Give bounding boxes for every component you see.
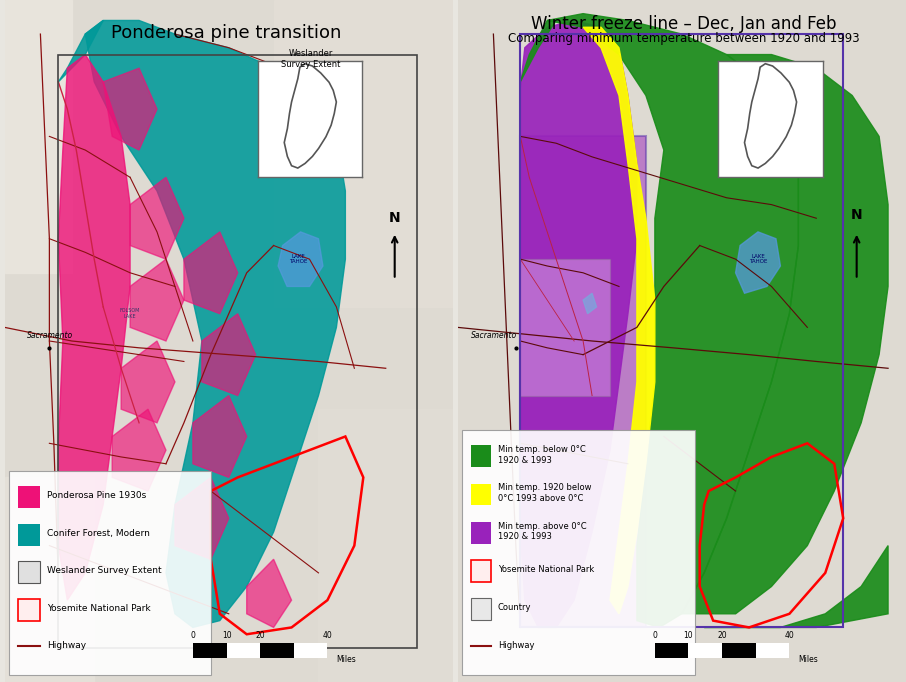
Bar: [471, 445, 491, 467]
Text: Weslander Survey Extent: Weslander Survey Extent: [47, 566, 162, 576]
Text: Yosemite National Park: Yosemite National Park: [47, 604, 150, 613]
Bar: [689, 643, 722, 658]
Polygon shape: [520, 20, 556, 82]
Text: 20: 20: [718, 631, 727, 640]
Text: N: N: [389, 211, 400, 225]
Bar: [18, 599, 41, 621]
Bar: [471, 560, 491, 582]
Polygon shape: [112, 409, 166, 491]
Polygon shape: [5, 0, 453, 682]
Text: FOLSOM
LAKE: FOLSOM LAKE: [120, 308, 140, 319]
Polygon shape: [130, 177, 184, 259]
Bar: [471, 484, 491, 505]
Text: Miles: Miles: [798, 655, 818, 664]
Polygon shape: [121, 341, 175, 423]
Text: Sacramento: Sacramento: [471, 331, 517, 340]
Polygon shape: [85, 20, 345, 627]
Bar: [462, 430, 695, 675]
Text: Min temp. above 0°C
1920 & 1993: Min temp. above 0°C 1920 & 1993: [498, 522, 586, 541]
Text: Sacramento: Sacramento: [27, 331, 73, 340]
Bar: [58, 55, 417, 648]
Text: Miles: Miles: [336, 655, 356, 664]
Text: Ponderosa Pine 1930s: Ponderosa Pine 1930s: [47, 491, 147, 501]
Polygon shape: [547, 14, 798, 627]
Polygon shape: [246, 559, 292, 627]
Bar: [655, 643, 789, 658]
Text: Conifer Forest, Modern: Conifer Forest, Modern: [47, 529, 150, 538]
Bar: [5, 477, 94, 682]
Text: Min temp. 1920 below
0°C 1993 above 0°C: Min temp. 1920 below 0°C 1993 above 0°C: [498, 484, 592, 503]
Text: Comparing minimum temperature between 1920 and 1993: Comparing minimum temperature between 19…: [508, 32, 860, 45]
Text: Highway: Highway: [47, 641, 86, 651]
Polygon shape: [704, 546, 888, 627]
Text: Weslander
Survey Extent: Weslander Survey Extent: [281, 49, 341, 68]
Bar: [226, 643, 260, 658]
Polygon shape: [130, 259, 184, 341]
Text: Highway: Highway: [498, 641, 535, 651]
Polygon shape: [202, 314, 255, 396]
Bar: [520, 136, 646, 627]
Polygon shape: [284, 63, 336, 168]
Text: 0: 0: [190, 631, 196, 640]
Polygon shape: [458, 0, 906, 682]
Bar: [193, 643, 327, 658]
Bar: [471, 522, 491, 544]
Bar: [471, 598, 491, 620]
Polygon shape: [745, 63, 796, 168]
Bar: [9, 471, 211, 675]
Text: 0: 0: [652, 631, 657, 640]
Polygon shape: [583, 27, 655, 614]
Text: LAKE
TAHOE: LAKE TAHOE: [289, 254, 307, 265]
Bar: [756, 643, 789, 658]
Polygon shape: [58, 20, 103, 82]
Text: Yosemite National Park: Yosemite National Park: [498, 565, 594, 574]
Text: 40: 40: [785, 631, 795, 640]
Polygon shape: [278, 232, 323, 286]
Text: N: N: [851, 207, 863, 222]
Text: Winter freeze line – Dec, Jan and Feb: Winter freeze line – Dec, Jan and Feb: [531, 15, 837, 33]
Bar: [319, 409, 453, 682]
Text: 40: 40: [323, 631, 333, 640]
Text: LAKE
TAHOE: LAKE TAHOE: [749, 254, 767, 265]
Bar: [5, 0, 72, 273]
Polygon shape: [520, 20, 637, 627]
Text: Country: Country: [498, 603, 532, 612]
Bar: [274, 0, 453, 307]
Text: Min temp. below 0°C
1920 & 1993: Min temp. below 0°C 1920 & 1993: [498, 445, 585, 464]
Polygon shape: [193, 396, 246, 477]
Polygon shape: [736, 232, 780, 293]
Bar: [18, 524, 41, 546]
Bar: [18, 486, 41, 508]
Bar: [18, 561, 41, 583]
Polygon shape: [184, 232, 237, 314]
Text: 20: 20: [255, 631, 265, 640]
Text: 10: 10: [684, 631, 693, 640]
Polygon shape: [58, 55, 130, 600]
Polygon shape: [682, 55, 888, 614]
Polygon shape: [583, 293, 596, 314]
Bar: [520, 259, 610, 396]
Bar: [294, 643, 327, 658]
Bar: [520, 34, 843, 627]
Text: 10: 10: [222, 631, 231, 640]
Polygon shape: [103, 68, 157, 150]
Polygon shape: [175, 477, 228, 559]
Text: Ponderosa pine transition: Ponderosa pine transition: [111, 24, 342, 42]
